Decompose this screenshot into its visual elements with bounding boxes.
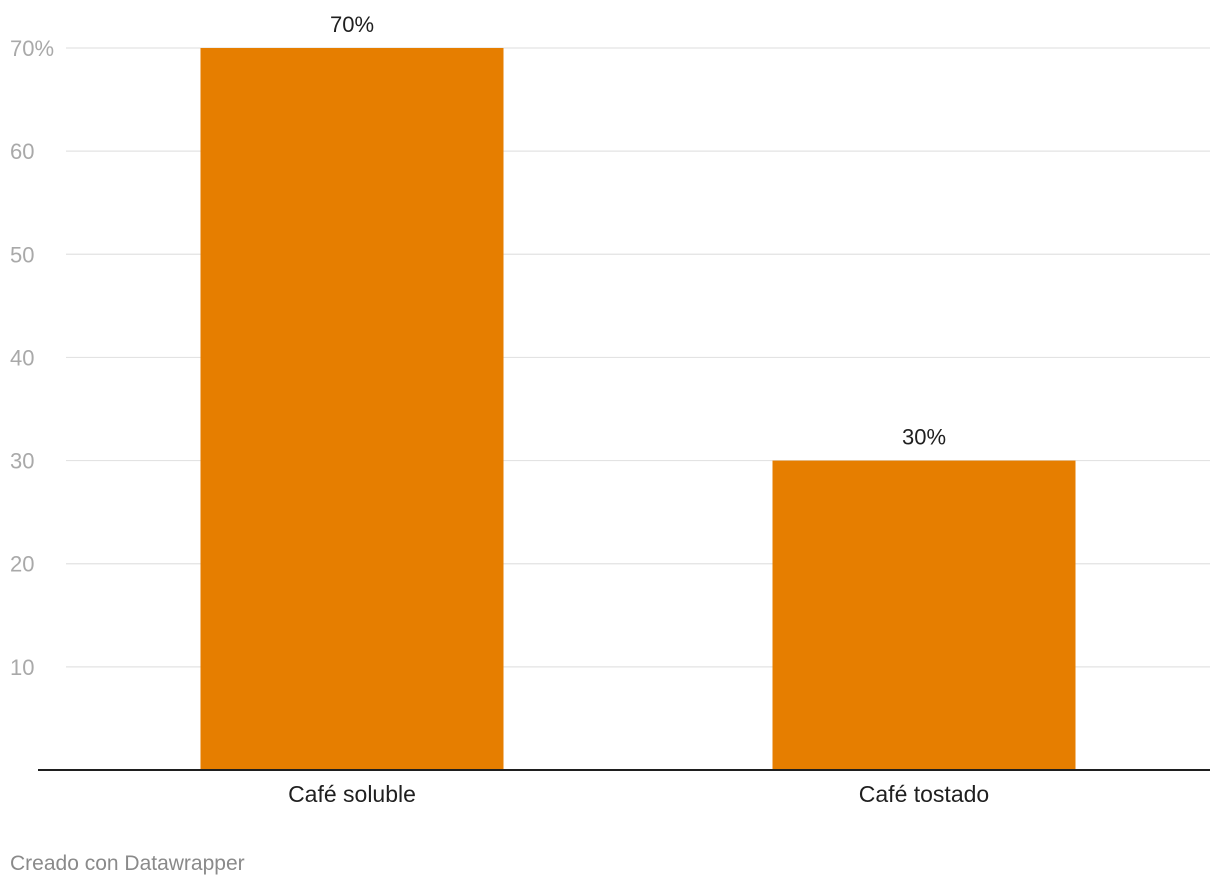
y-tick-label: 60 bbox=[10, 139, 34, 164]
bar bbox=[772, 460, 1076, 770]
x-tick-label: Café tostado bbox=[859, 781, 989, 807]
footer-credit: Creado con Datawrapper bbox=[10, 852, 245, 875]
bar-value-label: 70% bbox=[330, 12, 374, 37]
y-tick-label: 30 bbox=[10, 449, 34, 474]
chart-svg: 70% 60 50 40 30 20 10 70% Café soluble 30% Café to… bbox=[10, 12, 1210, 807]
x-tick-label: Café soluble bbox=[288, 781, 416, 807]
bar-value-label: 30% bbox=[902, 425, 946, 450]
y-tick-label: 10 bbox=[10, 655, 34, 680]
bar-chart: 70% 60 50 40 30 20 10 70% Café soluble 30% Café to… bbox=[10, 12, 1210, 807]
bar bbox=[200, 48, 504, 770]
y-tick-label: 50 bbox=[10, 242, 34, 267]
y-tick-label: 20 bbox=[10, 552, 34, 577]
y-tick-label: 40 bbox=[10, 345, 34, 370]
y-tick-label: 70% bbox=[10, 36, 54, 61]
